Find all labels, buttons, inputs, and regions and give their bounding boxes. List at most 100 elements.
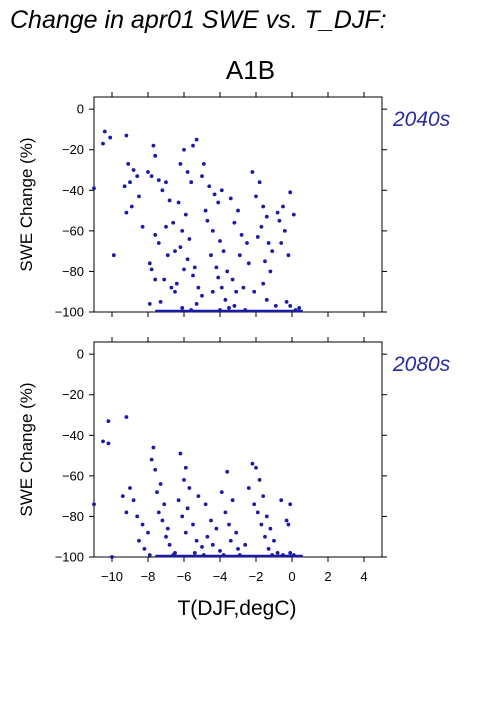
data-point bbox=[124, 415, 129, 419]
data-point bbox=[250, 170, 255, 174]
data-point bbox=[194, 301, 199, 306]
data-point bbox=[268, 269, 273, 274]
data-point bbox=[169, 285, 174, 290]
data-point bbox=[153, 153, 158, 158]
x-axis-title: T(DJF,degC) bbox=[177, 597, 296, 620]
scenario-label: A1B bbox=[225, 55, 276, 85]
data-point bbox=[225, 469, 230, 474]
data-point bbox=[227, 522, 231, 527]
data-point bbox=[191, 273, 195, 278]
data-point bbox=[288, 551, 293, 555]
data-point bbox=[196, 494, 201, 499]
x-tick-label: 2 bbox=[324, 569, 331, 584]
data-point bbox=[135, 174, 140, 179]
data-point bbox=[106, 441, 111, 446]
data-point bbox=[232, 304, 237, 308]
data-point bbox=[245, 241, 249, 245]
data-point bbox=[124, 510, 129, 515]
data-point bbox=[218, 239, 222, 243]
data-point bbox=[288, 304, 293, 308]
data-point bbox=[261, 204, 266, 209]
data-point bbox=[277, 218, 282, 223]
data-point bbox=[176, 200, 181, 205]
data-point bbox=[128, 180, 132, 185]
data-point bbox=[196, 285, 201, 290]
data-point bbox=[207, 184, 212, 189]
data-point bbox=[180, 306, 185, 310]
data-point bbox=[246, 261, 251, 266]
y-tick-label: −80 bbox=[62, 264, 84, 279]
figure-title: Change in apr01 SWE vs. T_DJF: bbox=[10, 6, 387, 34]
data-point bbox=[101, 439, 105, 444]
data-point bbox=[239, 233, 244, 237]
data-point bbox=[297, 306, 302, 310]
data-point bbox=[288, 190, 293, 195]
data-point bbox=[200, 544, 204, 549]
data-point bbox=[174, 281, 179, 286]
data-point bbox=[230, 498, 235, 503]
data-point bbox=[270, 249, 275, 254]
data-point bbox=[236, 546, 240, 551]
data-point bbox=[218, 549, 222, 553]
data-point bbox=[153, 233, 158, 237]
data-point bbox=[257, 478, 262, 482]
y-axis-title: SWE Change (%) bbox=[17, 382, 36, 516]
data-point bbox=[263, 259, 267, 264]
data-point bbox=[205, 534, 210, 539]
data-point bbox=[178, 245, 183, 249]
data-point bbox=[128, 486, 132, 490]
data-point bbox=[275, 210, 280, 215]
data-point bbox=[124, 210, 129, 215]
data-point bbox=[254, 465, 258, 470]
data-point bbox=[281, 204, 285, 209]
data-point bbox=[185, 506, 190, 511]
data-point bbox=[156, 510, 161, 515]
panel-2040s: 0 −20 −40 −60 −80 −100 SWE Change (%) 2040s bbox=[17, 92, 451, 320]
data-point bbox=[156, 241, 161, 245]
data-point bbox=[254, 194, 258, 199]
data-point bbox=[178, 451, 183, 456]
data-point bbox=[272, 538, 276, 543]
data-point bbox=[120, 494, 125, 499]
data-point bbox=[131, 168, 136, 172]
data-point bbox=[250, 461, 255, 466]
data-point bbox=[183, 465, 188, 470]
data-point bbox=[176, 498, 181, 503]
data-point bbox=[146, 170, 150, 174]
data-point bbox=[178, 162, 183, 166]
data-point bbox=[266, 241, 271, 245]
data-point bbox=[191, 143, 195, 148]
data-point bbox=[243, 542, 248, 547]
data-point bbox=[149, 174, 154, 179]
data-point bbox=[164, 180, 168, 185]
data-point bbox=[140, 224, 145, 229]
data-point bbox=[264, 297, 269, 302]
data-point bbox=[216, 200, 221, 205]
data-point bbox=[173, 289, 177, 294]
data-point bbox=[153, 467, 158, 472]
x-tick-label: −2 bbox=[249, 569, 264, 584]
data-point bbox=[225, 269, 230, 274]
data-point bbox=[106, 419, 111, 424]
data-point bbox=[194, 137, 199, 142]
data-point bbox=[236, 208, 240, 213]
data-point bbox=[210, 542, 215, 547]
data-point bbox=[203, 502, 208, 507]
x-tick-label: −8 bbox=[141, 569, 156, 584]
data-point bbox=[182, 478, 186, 482]
data-point bbox=[227, 306, 231, 310]
y-tick-label: −20 bbox=[62, 142, 84, 157]
data-point bbox=[264, 514, 269, 519]
y-tick-label: 0 bbox=[77, 102, 84, 117]
data-point bbox=[275, 551, 280, 555]
data-point bbox=[212, 192, 217, 197]
data-point bbox=[214, 265, 219, 270]
data-point bbox=[223, 297, 228, 302]
points-2080s bbox=[92, 415, 296, 559]
data-point bbox=[183, 530, 188, 535]
data-point bbox=[162, 277, 167, 282]
y-axis-title: SWE Change (%) bbox=[17, 137, 36, 271]
x-tick-label: 4 bbox=[360, 569, 367, 584]
data-point bbox=[160, 518, 165, 523]
data-point bbox=[209, 253, 213, 258]
